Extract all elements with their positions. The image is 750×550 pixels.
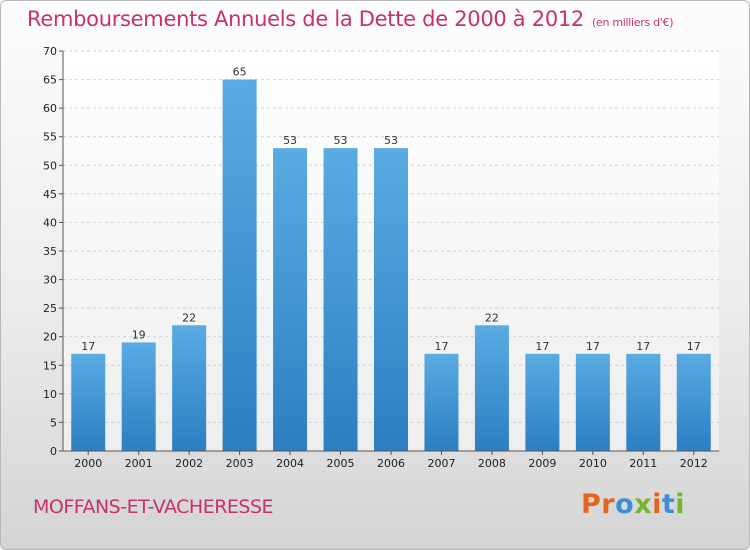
bar-value-label: 17 — [687, 340, 701, 353]
y-tick-label: 0 — [50, 445, 57, 458]
bar-value-label: 65 — [233, 66, 247, 79]
logo-letter: r — [601, 489, 616, 520]
logo-letter: t — [661, 489, 676, 520]
city-name: MOFFANS-ET-VACHERESSE — [33, 496, 274, 518]
y-tick-label: 35 — [43, 245, 57, 258]
bar-2006 — [374, 148, 408, 451]
x-tick-label: 2001 — [125, 457, 153, 470]
bar-2011 — [626, 353, 661, 451]
axes: 0 5 10 15 20 25 30 35 40 45 50 55 60 65 70 2000 2001 2002… — [43, 45, 719, 470]
y-tick-label: 50 — [43, 159, 57, 172]
bar-value-label: 19 — [132, 328, 146, 341]
x-tick-label: 2012 — [680, 457, 708, 470]
logo-letter: o — [615, 489, 635, 520]
bar-2004 — [273, 148, 308, 451]
logo-letter: P — [581, 489, 602, 520]
x-tick-label: 2000 — [74, 457, 102, 470]
bars: 17 19 22 65 53 53 53 17 22 17 17 17 17 — [71, 66, 711, 452]
bar-value-label: 53 — [334, 134, 348, 147]
x-tick-label: 2006 — [377, 457, 405, 470]
x-tick-label: 2008 — [478, 457, 506, 470]
chart-title: Remboursements Annuels de la Dette de 20… — [27, 7, 673, 31]
y-tick-label: 70 — [43, 45, 57, 58]
x-tick-label: 2007 — [427, 457, 455, 470]
x-tick-label: 2004 — [276, 457, 304, 470]
bar-value-label: 17 — [586, 340, 600, 353]
y-tick-label: 25 — [43, 302, 57, 315]
x-tick-label: 2002 — [175, 457, 203, 470]
bar-value-label: 17 — [535, 340, 549, 353]
bar-2012 — [676, 353, 711, 451]
x-tick-label: 2003 — [226, 457, 254, 470]
unit-label: (en milliers d'€) — [592, 16, 674, 29]
bar-2001 — [121, 342, 156, 451]
x-tick-label: 2010 — [579, 457, 607, 470]
proxiti-logo[interactable]: Proxiti — [581, 489, 685, 520]
bar-2003 — [222, 79, 257, 452]
bar-value-label: 22 — [485, 311, 499, 324]
y-tick-label: 40 — [43, 216, 57, 229]
x-tick-label: 2005 — [327, 457, 355, 470]
y-tick-label: 55 — [43, 131, 57, 144]
bar-value-label: 53 — [283, 134, 297, 147]
title-text: Remboursements Annuels de la Dette de 20… — [27, 7, 584, 31]
x-tick-label: 2011 — [629, 457, 657, 470]
bar-2000 — [71, 353, 106, 451]
bar-value-label: 22 — [182, 311, 196, 324]
logo-letter: i — [652, 489, 662, 520]
y-tick-label: 10 — [43, 388, 57, 401]
y-tick-label: 5 — [50, 416, 57, 429]
y-tick-label: 30 — [43, 274, 57, 287]
bar-2005 — [323, 148, 358, 451]
logo-letter: x — [634, 489, 653, 520]
bar-value-label: 17 — [636, 340, 650, 353]
bar-2002 — [172, 325, 207, 451]
y-tick-label: 15 — [43, 359, 57, 372]
bar-2007 — [424, 353, 459, 451]
logo-letter: i — [675, 489, 686, 520]
y-tick-label: 45 — [43, 188, 57, 201]
bar-value-label: 17 — [434, 340, 448, 353]
bar-value-label: 17 — [81, 340, 95, 353]
bar-2008 — [474, 325, 509, 451]
bar-value-label: 53 — [384, 134, 398, 147]
bar-2009 — [525, 353, 560, 451]
y-tick-label: 65 — [43, 74, 57, 87]
y-tick-label: 20 — [43, 331, 57, 344]
y-tick-label: 60 — [43, 102, 57, 115]
x-tick-label: 2009 — [528, 457, 556, 470]
bar-2010 — [575, 353, 610, 451]
